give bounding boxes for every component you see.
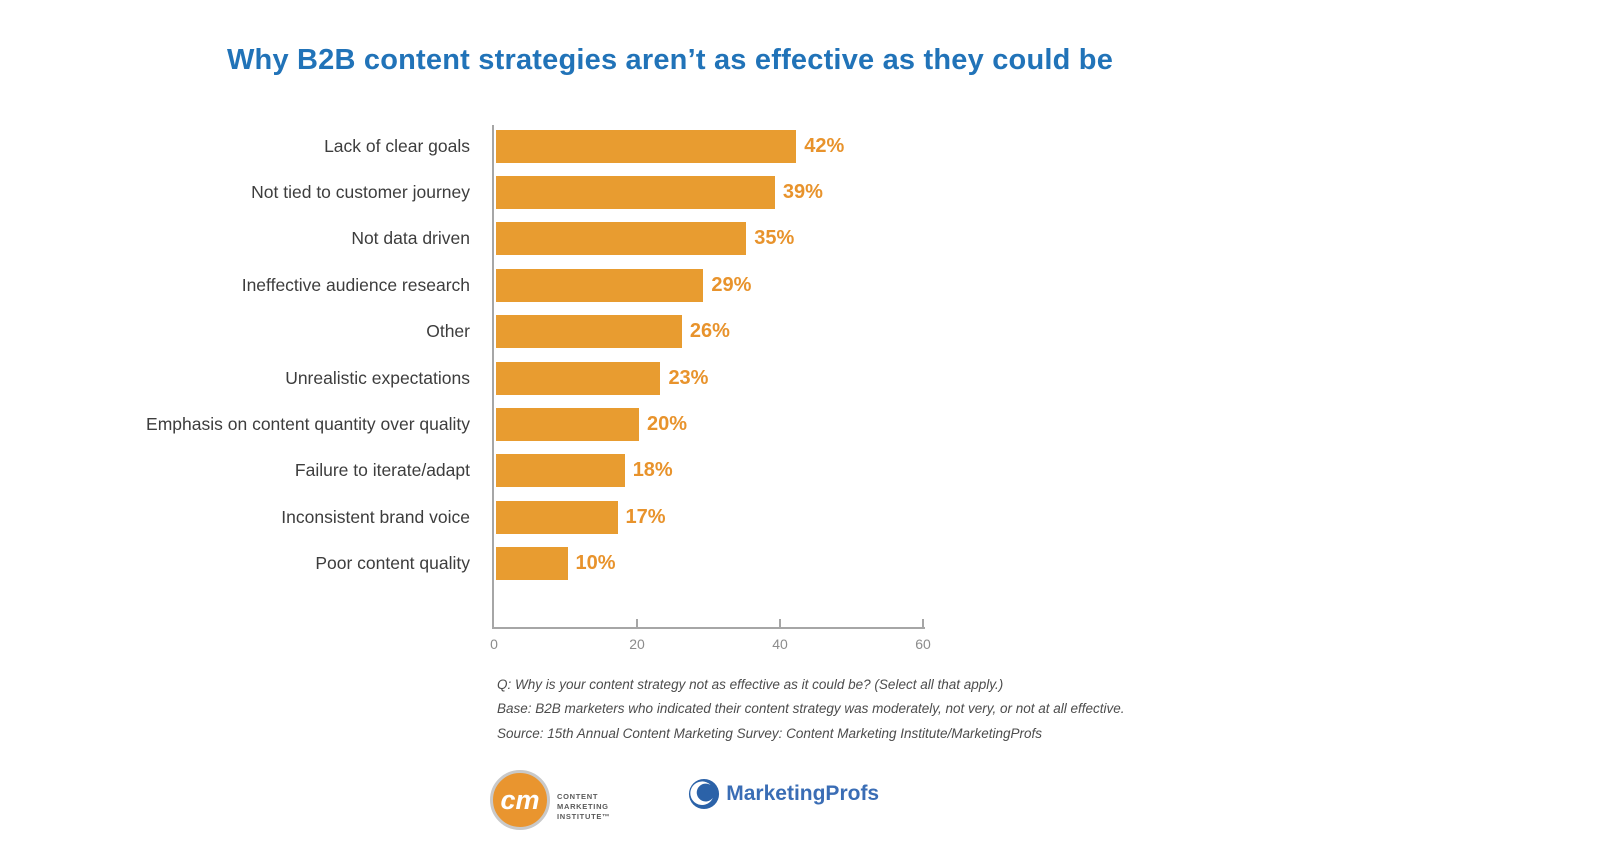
bar-row: Inconsistent brand voice 17% [0,494,844,540]
x-tick-label: 40 [772,636,788,652]
bar-row: Ineffective audience research 29% [0,262,844,308]
x-axis-line [492,627,925,629]
value-label: 17% [625,505,666,528]
value-label: 42% [804,134,845,157]
bar [496,129,797,163]
bar [496,547,568,581]
footnote-source: Source: 15th Annual Content Marketing Su… [497,725,1043,741]
bar-row: Not tied to customer journey 39% [0,169,844,215]
bar-row: Emphasis on content quantity over qualit… [0,401,844,447]
value-label: 39% [782,181,823,204]
bar-row: Not data driven 35% [0,216,844,262]
bar [496,361,661,395]
bar-chart: Lack of clear goals 42% Not tied to cust… [0,123,844,587]
bar [496,408,639,442]
bar-row: Unrealistic expectations 23% [0,355,844,401]
category-label: Lack of clear goals [324,135,470,156]
x-tick-label: 60 [915,636,931,652]
x-tick-label: 20 [629,636,645,652]
category-label: Failure to iterate/adapt [294,460,470,481]
category-label: Inconsistent brand voice [281,506,470,527]
bar-row: Failure to iterate/adapt 18% [0,448,844,494]
category-label: Not tied to customer journey [251,182,470,203]
value-label: 18% [632,459,673,482]
category-label: Poor content quality [315,553,470,574]
x-axis-tick [922,619,924,627]
cmi-logo-icon: cm [490,770,550,830]
bar-row: Poor content quality 10% [0,541,844,587]
cmi-line2: MARKETING [557,802,609,811]
cmi-logo: cm CONTENT MARKETING INSTITUTE™ [490,770,610,830]
bar [496,222,747,256]
value-label: 26% [689,320,730,343]
cmi-line1: CONTENT [557,792,599,801]
bar-row: Other 26% [0,309,844,355]
value-label: 10% [575,552,616,575]
bar [496,268,704,302]
bar [496,454,625,488]
cmi-logo-text: CONTENT MARKETING INSTITUTE™ [557,792,610,822]
footnote-base: Base: B2B marketers who indicated their … [497,701,1125,717]
x-axis-tick [779,619,781,627]
category-label: Ineffective audience research [241,274,470,295]
x-axis-tick [636,619,638,627]
value-label: 23% [668,366,709,389]
category-label: Not data driven [351,228,470,249]
value-label: 20% [647,413,688,436]
x-tick-label: 0 [490,636,498,652]
category-label: Emphasis on content quantity over qualit… [146,414,470,435]
chart-title: Why B2B content strategies aren’t as eff… [226,44,1114,76]
footnote-question: Q: Why is your content strategy not as e… [497,677,1004,692]
bar [496,176,775,210]
bar-row: Lack of clear goals 42% [0,123,844,169]
category-label: Unrealistic expectations [285,367,470,388]
value-label: 29% [711,273,752,296]
y-axis-line [492,125,494,628]
logo-row: cm CONTENT MARKETING INSTITUTE™ Marketin… [490,770,879,830]
category-label: Other [426,321,470,342]
marketingprofs-logo: MarketingProfs [688,778,879,810]
marketingprofs-text: MarketingProfs [726,782,880,805]
marketingprofs-icon [688,778,720,810]
footnotes: Q: Why is your content strategy not as e… [497,673,1125,746]
cmi-line3: INSTITUTE™ [557,812,611,821]
bar [496,315,682,349]
bar [496,500,618,534]
value-label: 35% [754,227,795,250]
